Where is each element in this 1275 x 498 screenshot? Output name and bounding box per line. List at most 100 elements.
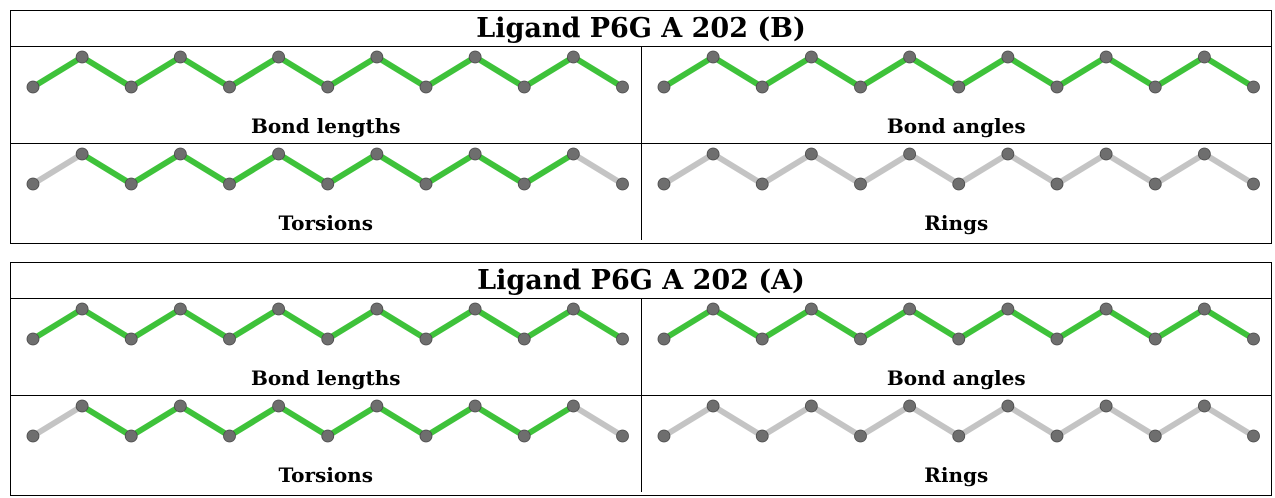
bond-highlight bbox=[709, 54, 765, 90]
panel-title: Ligand P6G A 202 (B) bbox=[11, 11, 1271, 47]
bond-plain bbox=[29, 403, 86, 439]
atom bbox=[75, 302, 89, 316]
bond-plain bbox=[660, 403, 716, 439]
bond-highlight bbox=[29, 54, 86, 90]
bond-plain bbox=[1200, 151, 1257, 187]
atom bbox=[1050, 80, 1063, 94]
atom bbox=[173, 50, 187, 64]
atom bbox=[616, 80, 629, 94]
bond-plain bbox=[1200, 403, 1257, 439]
atom bbox=[517, 177, 531, 191]
bond-highlight bbox=[226, 306, 282, 342]
ligand-panel-b: Ligand P6G A 202 (B) Bond lengths Bond a… bbox=[10, 10, 1272, 244]
atom bbox=[370, 399, 384, 413]
atom bbox=[517, 332, 531, 346]
atom bbox=[657, 332, 670, 346]
atom bbox=[419, 332, 433, 346]
atom bbox=[1148, 429, 1162, 443]
atom bbox=[419, 177, 433, 191]
atom bbox=[75, 147, 89, 161]
atom bbox=[75, 399, 89, 413]
bond-plain bbox=[1053, 151, 1109, 187]
bond-highlight bbox=[324, 54, 380, 90]
atom bbox=[223, 332, 236, 346]
atom bbox=[173, 399, 187, 413]
bond-plain bbox=[758, 151, 814, 187]
atom bbox=[902, 399, 916, 413]
bond-plain bbox=[807, 403, 863, 439]
atom bbox=[1246, 80, 1260, 94]
bond-plain bbox=[1151, 151, 1207, 187]
molecule-diagram bbox=[26, 302, 629, 346]
bond-highlight bbox=[570, 306, 626, 342]
atom bbox=[26, 332, 40, 346]
atom bbox=[321, 177, 335, 191]
atom bbox=[223, 429, 236, 443]
atom bbox=[468, 302, 482, 316]
bond-highlight bbox=[226, 151, 282, 187]
bond-highlight bbox=[79, 151, 135, 187]
atom bbox=[804, 147, 818, 161]
bond-highlight bbox=[1004, 54, 1060, 90]
bond-plain bbox=[709, 403, 765, 439]
bond-plain bbox=[758, 403, 814, 439]
bond-highlight bbox=[79, 306, 135, 342]
atom bbox=[1000, 302, 1014, 316]
atom bbox=[755, 80, 769, 94]
atom bbox=[1197, 399, 1211, 413]
atom bbox=[468, 399, 482, 413]
bond-highlight bbox=[472, 151, 528, 187]
atom bbox=[173, 302, 187, 316]
atom bbox=[951, 332, 965, 346]
atom bbox=[902, 50, 916, 64]
atom bbox=[321, 429, 335, 443]
atom bbox=[566, 147, 580, 161]
atom bbox=[804, 50, 818, 64]
atom bbox=[853, 177, 867, 191]
atom bbox=[272, 147, 286, 161]
atom bbox=[706, 50, 720, 64]
atom bbox=[468, 50, 482, 64]
bond-highlight bbox=[373, 151, 430, 187]
atom bbox=[951, 429, 965, 443]
bond-highlight bbox=[807, 54, 863, 90]
bond-highlight bbox=[906, 54, 962, 90]
bond-highlight bbox=[472, 306, 528, 342]
bond-highlight bbox=[423, 403, 479, 439]
bond-highlight bbox=[79, 403, 135, 439]
atom bbox=[1050, 332, 1063, 346]
cell-label: Bond lengths bbox=[250, 366, 401, 390]
bond-highlight bbox=[1053, 54, 1109, 90]
atom bbox=[1246, 429, 1260, 443]
bond-highlight bbox=[177, 403, 233, 439]
atom bbox=[1148, 177, 1162, 191]
bond-highlight bbox=[275, 403, 331, 439]
atom bbox=[951, 80, 965, 94]
bond-plain bbox=[906, 151, 962, 187]
atom bbox=[124, 177, 138, 191]
atom bbox=[124, 80, 138, 94]
atom bbox=[1099, 50, 1113, 64]
panel-row: Torsions Rings bbox=[11, 143, 1271, 240]
bond-highlight bbox=[906, 306, 962, 342]
atom bbox=[1099, 147, 1113, 161]
bond-plain bbox=[1004, 403, 1060, 439]
atom bbox=[853, 332, 867, 346]
atom bbox=[1197, 147, 1211, 161]
atom bbox=[804, 399, 818, 413]
bond-highlight bbox=[226, 403, 282, 439]
atom bbox=[1050, 177, 1063, 191]
bond-plain bbox=[709, 151, 765, 187]
bond-highlight bbox=[1200, 306, 1257, 342]
atom bbox=[755, 429, 769, 443]
bond-highlight bbox=[423, 54, 479, 90]
bond-highlight bbox=[521, 306, 577, 342]
cell-label: Bond angles bbox=[886, 114, 1026, 138]
bond-highlight bbox=[1053, 306, 1109, 342]
atom bbox=[902, 147, 916, 161]
bond-highlight bbox=[1200, 54, 1257, 90]
bond-highlight bbox=[1151, 306, 1207, 342]
bond-plain bbox=[955, 151, 1011, 187]
atom bbox=[657, 177, 670, 191]
bond-plain bbox=[1004, 151, 1060, 187]
